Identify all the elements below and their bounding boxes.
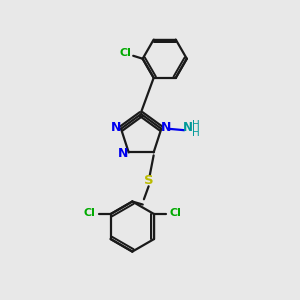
Text: Cl: Cl [83,208,95,218]
Text: Cl: Cl [120,47,131,58]
Text: Cl: Cl [169,208,181,218]
Text: N: N [183,121,193,134]
Text: S: S [144,174,154,187]
Text: H: H [192,128,200,138]
Text: N: N [161,121,171,134]
Text: H: H [192,120,200,130]
Text: N: N [110,121,121,134]
Text: N: N [118,147,129,160]
